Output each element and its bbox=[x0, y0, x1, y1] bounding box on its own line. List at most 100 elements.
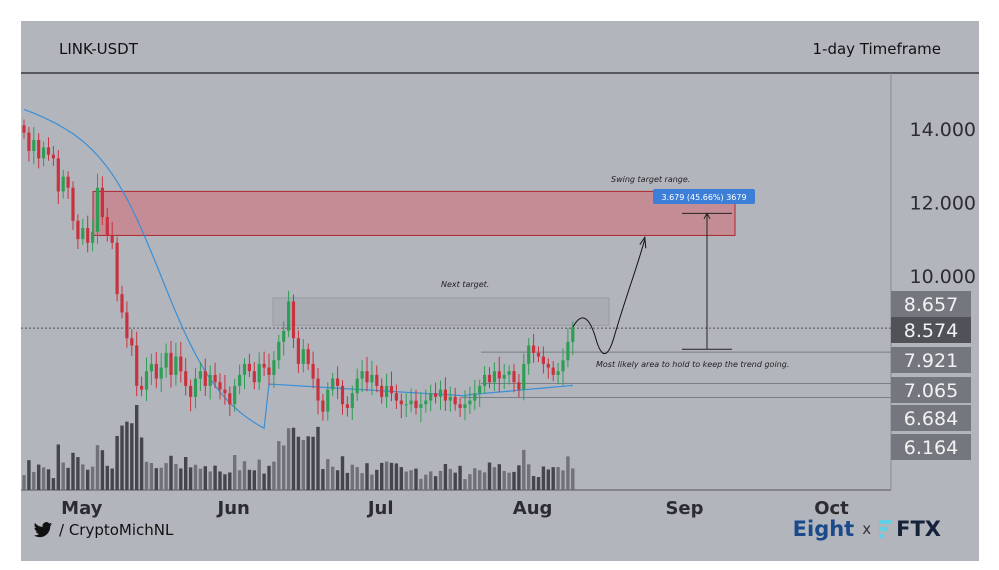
candle-body bbox=[61, 176, 65, 192]
volume-bar bbox=[561, 470, 565, 490]
volume-bar bbox=[71, 452, 75, 490]
candle-body bbox=[257, 363, 261, 383]
volume-bar bbox=[179, 468, 183, 490]
candle-body bbox=[331, 378, 335, 390]
candle-body bbox=[262, 363, 266, 368]
measure-arrowhead bbox=[703, 212, 711, 220]
volume-bar bbox=[95, 445, 100, 490]
candle-body bbox=[424, 400, 428, 405]
brand-ftx-text: FTX bbox=[896, 517, 941, 541]
candle-body bbox=[409, 400, 413, 405]
hold-area-annotation: Most likely area to hold to keep the tre… bbox=[596, 360, 789, 369]
candle-body bbox=[267, 367, 271, 375]
candle-body bbox=[311, 363, 315, 379]
candle-body bbox=[316, 378, 320, 401]
volume-bar bbox=[507, 472, 511, 490]
price-level-box bbox=[891, 347, 971, 373]
candle-body bbox=[497, 371, 501, 379]
candle-body bbox=[238, 374, 242, 386]
candle-body bbox=[140, 385, 144, 390]
y-tick-label: 14.000 bbox=[910, 119, 976, 141]
candle-body bbox=[507, 371, 511, 375]
author-handle-text: / CryptoMichNL bbox=[59, 521, 174, 539]
volume-bar bbox=[115, 435, 119, 490]
candle-body bbox=[360, 371, 364, 379]
volume-bar bbox=[228, 472, 232, 490]
volume-bar bbox=[164, 463, 168, 490]
candle-body bbox=[282, 330, 286, 342]
candle-body bbox=[546, 363, 550, 368]
candle-body bbox=[385, 385, 389, 397]
candle-body bbox=[252, 371, 256, 383]
candle-body bbox=[365, 371, 369, 383]
candle-body bbox=[414, 400, 418, 408]
volume-bar bbox=[32, 471, 36, 490]
volume-bar bbox=[360, 473, 364, 490]
candle-body bbox=[135, 345, 139, 386]
brand-logos: Eight x FTX bbox=[793, 517, 941, 541]
candle-body bbox=[247, 363, 251, 372]
volume-bar bbox=[213, 465, 217, 490]
x-tick-label: Jul bbox=[366, 498, 394, 519]
candle-body bbox=[370, 374, 374, 383]
volume-bar bbox=[419, 478, 423, 490]
candle-body bbox=[86, 228, 90, 243]
volume-bar bbox=[120, 425, 124, 490]
price-level-box bbox=[891, 291, 971, 317]
candle-body bbox=[37, 140, 41, 159]
candle-body bbox=[380, 385, 384, 397]
candle-body bbox=[56, 158, 60, 192]
candle-body bbox=[208, 374, 212, 386]
volume-bar bbox=[193, 464, 198, 490]
candle-body bbox=[110, 235, 114, 243]
volume-bar bbox=[86, 469, 90, 490]
volume-bar bbox=[409, 470, 413, 490]
x-tick-label: Aug bbox=[513, 498, 553, 519]
candle-body bbox=[287, 301, 291, 331]
price-level-label: 6.684 bbox=[904, 408, 958, 430]
candle-body bbox=[492, 371, 496, 383]
volume-bar bbox=[184, 457, 188, 490]
volume-bar bbox=[424, 474, 428, 490]
volume-bar bbox=[502, 470, 506, 490]
volume-bar bbox=[188, 467, 193, 490]
volume-bar bbox=[517, 465, 521, 490]
volume-bar bbox=[331, 466, 335, 490]
volume-bar bbox=[365, 463, 369, 490]
candle-body bbox=[355, 378, 359, 394]
volume-bar bbox=[566, 456, 570, 490]
timeframe-label: 1-day Timeframe bbox=[812, 40, 941, 58]
volume-bar bbox=[512, 471, 516, 490]
volume-bar bbox=[551, 467, 555, 490]
price-level-label: 7.921 bbox=[904, 350, 958, 372]
candle-body bbox=[169, 352, 173, 375]
measure-label-box bbox=[653, 189, 755, 204]
x-tick-label: May bbox=[61, 498, 103, 519]
candle-body bbox=[321, 400, 325, 412]
volume-bar bbox=[340, 456, 345, 490]
volume-bar bbox=[277, 441, 281, 490]
volume-bar bbox=[37, 464, 41, 490]
pair-title: LINK-USDT bbox=[59, 40, 138, 58]
volume-bar bbox=[125, 421, 129, 490]
candle-body bbox=[115, 242, 119, 295]
candle-body bbox=[512, 371, 516, 383]
volume-bar bbox=[306, 436, 310, 490]
volume-bar bbox=[208, 471, 212, 490]
volume-bar bbox=[233, 455, 237, 490]
candle-body bbox=[389, 385, 394, 394]
candle-body bbox=[291, 301, 296, 339]
candle-body bbox=[394, 393, 398, 401]
volume-bar bbox=[536, 477, 541, 490]
candle-body bbox=[218, 382, 222, 390]
candle-body bbox=[468, 400, 472, 405]
volume-bar bbox=[389, 462, 394, 490]
volume-bar bbox=[522, 449, 526, 490]
swing-target-zone bbox=[92, 190, 736, 236]
candle-body bbox=[532, 345, 536, 353]
price-level-label: 7.065 bbox=[904, 380, 958, 402]
candle-body bbox=[189, 385, 193, 397]
candle-body bbox=[527, 345, 531, 364]
candle-body bbox=[22, 125, 26, 133]
candle-body bbox=[193, 378, 198, 397]
